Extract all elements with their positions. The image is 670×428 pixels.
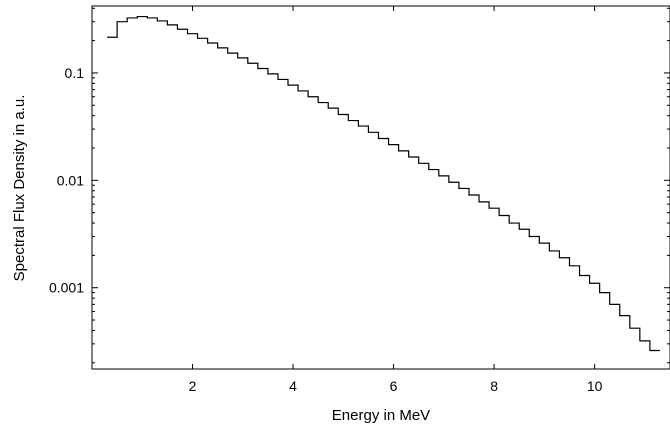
x-tick-label: 8 (490, 378, 498, 394)
y-tick-label: 0.001 (49, 280, 84, 296)
x-tick-label: 2 (189, 378, 197, 394)
series-line (107, 15, 660, 352)
x-axis: 2 4 6 8 10 (189, 6, 603, 394)
x-axis-title: Energy in MeV (332, 407, 430, 424)
x-tick-label: 10 (587, 378, 603, 394)
y-tick-label: 0.1 (65, 65, 85, 81)
plot-frame (91, 5, 670, 370)
x-tick-label: 4 (289, 378, 297, 394)
y-axis: 0.001 0.01 0.1 (49, 7, 670, 364)
y-axis-title: Spectral Flux Density in a.u. (11, 95, 28, 282)
x-tick-label: 6 (390, 378, 398, 394)
y-tick-label: 0.01 (57, 172, 84, 188)
